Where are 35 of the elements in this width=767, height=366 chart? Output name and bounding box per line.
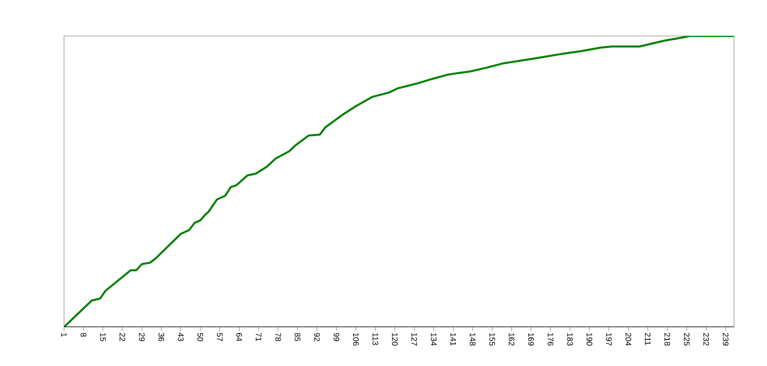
x-tick-label: 78 — [275, 333, 281, 342]
x-tick-label: 232 — [703, 332, 710, 346]
x-tick-label: 29 — [139, 332, 145, 342]
x-tick-label: 22 — [120, 332, 126, 342]
x-tick-label: 183 — [567, 333, 573, 346]
x-tick-label: 43 — [178, 332, 184, 342]
x-tick-label: 85 — [294, 332, 300, 342]
x-tick-label: 64 — [236, 332, 242, 342]
x-tick-label: 239 — [722, 332, 728, 346]
x-tick-label: 162 — [508, 333, 514, 346]
x-tick-label: 141 — [450, 333, 456, 346]
x-tick-label: 50 — [197, 332, 204, 342]
x-tick-label: 92 — [314, 332, 320, 342]
x-tick-label: 197 — [606, 333, 612, 346]
x-tick-label: 1 — [61, 333, 67, 337]
x-tick-label: 169 — [528, 333, 534, 346]
x-tick-label: 204 — [626, 332, 632, 346]
x-tick-label: 218 — [664, 332, 670, 346]
x-tick-label: 155 — [489, 333, 495, 346]
x-tick-label: 57 — [216, 332, 222, 342]
x-tick-label: 190 — [586, 333, 592, 346]
x-tick-label: 225 — [684, 332, 690, 346]
x-tick-label: 120 — [392, 333, 398, 346]
x-tick-label: 127 — [412, 333, 418, 346]
x-tick-label: 113 — [372, 333, 378, 345]
x-tick-label: 8 — [80, 332, 86, 337]
x-tick-label: 176 — [548, 333, 554, 346]
x-tick-label: 211 — [645, 332, 651, 345]
x-tick-label: 36 — [158, 332, 164, 342]
x-tick-label: 134 — [430, 333, 437, 346]
x-tick-label: 148 — [470, 333, 476, 346]
x-tick-label: 71 — [256, 333, 262, 342]
x-tick-label: 99 — [334, 332, 340, 342]
x-tick-label: 15 — [100, 333, 106, 342]
x-tick-label: 106 — [353, 333, 359, 346]
